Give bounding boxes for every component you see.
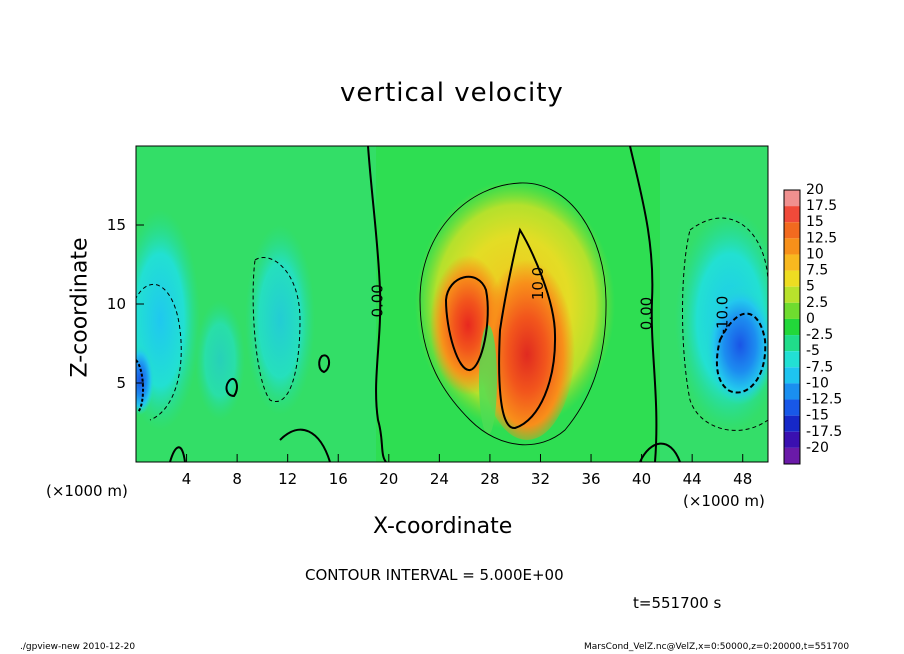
colorbar-swatch xyxy=(784,383,800,400)
colorbar-swatch xyxy=(784,254,800,271)
colorbar-label: -20 xyxy=(806,440,829,456)
colorbar-label: 17.5 xyxy=(806,198,837,214)
x-tick-label: 48 xyxy=(733,470,752,488)
colorbar-label: -15 xyxy=(806,408,829,424)
colorbar-swatch xyxy=(784,415,800,432)
y-axis-label: Z-coordinate xyxy=(67,237,93,378)
colorbar-swatch xyxy=(784,222,800,239)
colorbar-swatch xyxy=(784,399,800,416)
colorbar-swatch xyxy=(784,286,800,303)
x-tick-label: 40 xyxy=(632,470,651,488)
contour-label: 0.00 xyxy=(368,284,386,317)
contour-interval-label: CONTOUR INTERVAL = 5.000E+00 xyxy=(305,566,564,584)
colorbar-label: -7.5 xyxy=(806,359,833,375)
colorbar-swatch xyxy=(784,335,800,352)
x-unit-left: (×1000 m) xyxy=(46,482,128,500)
colorbar-label: 0 xyxy=(806,311,815,327)
colorbar-label: 10 xyxy=(806,246,824,262)
plot-area: 0.00 10.0 0.00 -10.0 xyxy=(136,146,768,462)
colorbar-swatch xyxy=(784,206,800,223)
x-tick-label: 36 xyxy=(581,470,600,488)
contour-label: 10.0 xyxy=(529,267,547,300)
colorbar-label: 5 xyxy=(806,279,815,295)
colorbar-swatch xyxy=(784,302,800,319)
colorbar-frame xyxy=(783,189,801,465)
colorbar-label: -5 xyxy=(806,343,820,359)
x-axis-label: X-coordinate xyxy=(373,514,513,539)
x-tick-label: 4 xyxy=(182,470,192,488)
colorbar-label: 15 xyxy=(806,214,824,230)
colorbar-swatch xyxy=(784,431,800,448)
x-tick-label: 8 xyxy=(232,470,242,488)
x-tick-label: 12 xyxy=(278,470,297,488)
colorbar-swatch xyxy=(784,270,800,287)
x-tick-label: 20 xyxy=(379,470,398,488)
contour-label: -10.0 xyxy=(714,296,732,335)
colorbar-swatch xyxy=(784,318,800,336)
colorbar-label: -17.5 xyxy=(806,424,842,440)
x-tick-label: 28 xyxy=(480,470,499,488)
footer-left: ./gpview-new 2010-12-20 xyxy=(20,642,136,652)
colorbar-label: 12.5 xyxy=(806,230,837,246)
x-unit-right: (×1000 m) xyxy=(683,492,765,510)
colorbar-swatch xyxy=(784,367,800,384)
y-tick-label: 15 xyxy=(107,216,126,234)
x-tick-label: 16 xyxy=(329,470,348,488)
colorbar-label: -2.5 xyxy=(806,327,833,343)
footer-right: MarsCond_VelZ.nc@VelZ,x=0:50000,z=0:2000… xyxy=(584,642,850,652)
x-tick-label: 24 xyxy=(430,470,449,488)
colorbar-swatch xyxy=(784,238,800,255)
chart-title: vertical velocity xyxy=(340,78,564,108)
x-tick-label: 44 xyxy=(683,470,702,488)
colorbar-label: 20 xyxy=(806,182,824,198)
colorbar-swatch xyxy=(784,351,800,368)
colorbar-label: -12.5 xyxy=(806,392,842,408)
colorbar-swatch xyxy=(784,447,800,464)
y-tick-label: 10 xyxy=(107,295,126,313)
colorbar-label: 2.5 xyxy=(806,295,828,311)
colorbar-label: 7.5 xyxy=(806,263,828,279)
y-tick-label: 5 xyxy=(116,374,126,392)
time-label: t=551700 s xyxy=(633,594,722,612)
x-tick-label: 32 xyxy=(531,470,550,488)
colorbar-swatch xyxy=(784,190,800,207)
contour-label: 0.00 xyxy=(638,297,656,330)
colorbar-label: -10 xyxy=(806,375,829,391)
